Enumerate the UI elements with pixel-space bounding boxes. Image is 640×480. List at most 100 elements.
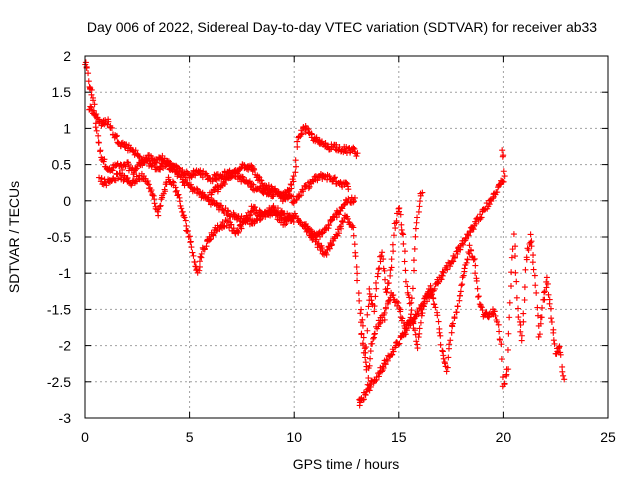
data-point	[449, 320, 456, 327]
data-point	[510, 231, 517, 238]
data-point	[464, 256, 471, 263]
data-point	[397, 334, 404, 341]
x-axis-label: GPS time / hours	[293, 456, 400, 472]
data-point	[512, 269, 519, 276]
data-point	[288, 181, 295, 188]
y-tick-label: -0.5	[47, 229, 71, 245]
data-point	[454, 303, 461, 310]
grid-lines	[85, 56, 608, 418]
data-point	[448, 329, 455, 336]
data-point	[301, 222, 308, 229]
data-point	[461, 265, 468, 272]
data-point	[520, 310, 527, 317]
data-point	[539, 304, 546, 311]
data-point	[333, 141, 340, 148]
data-point	[402, 278, 409, 285]
data-point	[305, 226, 312, 233]
data-point	[381, 360, 388, 367]
data-point	[384, 285, 391, 292]
data-point	[218, 202, 225, 209]
data-point	[358, 331, 365, 338]
data-point	[517, 321, 524, 328]
data-point	[522, 266, 529, 273]
data-point	[292, 169, 299, 176]
data-point	[238, 173, 245, 180]
y-axis-label: SDTVAR / TECUs	[6, 181, 22, 293]
data-point	[375, 370, 382, 377]
data-point	[474, 214, 481, 221]
data-point	[95, 139, 102, 146]
x-tick-label: 10	[286, 429, 302, 445]
data-point	[353, 153, 360, 160]
data-point	[228, 174, 235, 181]
data-point	[397, 306, 404, 313]
data-point	[144, 178, 151, 185]
data-point	[414, 308, 421, 315]
data-point	[437, 341, 444, 348]
data-point	[230, 225, 237, 232]
data-point	[466, 228, 473, 235]
data-point	[355, 290, 362, 297]
data-point	[533, 289, 540, 296]
data-point	[250, 181, 257, 188]
data-point	[473, 215, 480, 222]
data-point	[130, 171, 137, 178]
data-point	[303, 223, 310, 230]
data-point	[251, 166, 258, 173]
data-point	[366, 290, 373, 297]
data-point	[169, 178, 176, 185]
data-point	[252, 204, 259, 211]
data-point	[258, 177, 265, 184]
data-point	[389, 241, 396, 248]
y-tick-label: -2	[59, 338, 72, 354]
data-point	[532, 282, 539, 289]
data-point	[385, 352, 392, 359]
data-point	[87, 103, 94, 110]
data-point	[460, 272, 467, 279]
data-point	[501, 381, 508, 388]
data-point	[371, 331, 378, 338]
data-point	[416, 304, 423, 311]
data-point	[463, 259, 470, 266]
data-point	[176, 171, 183, 178]
data-point	[365, 303, 372, 310]
data-point	[164, 160, 171, 167]
data-point	[515, 314, 522, 321]
data-point	[185, 233, 192, 240]
data-point	[362, 349, 369, 356]
data-point	[98, 175, 105, 182]
y-tick-label: -1.5	[47, 301, 71, 317]
data-point	[388, 256, 395, 263]
data-point	[359, 316, 366, 323]
data-point	[155, 206, 162, 213]
data-point	[497, 336, 504, 343]
data-point	[412, 225, 419, 232]
data-point	[173, 187, 180, 194]
series-outliers	[356, 147, 508, 409]
data-point	[90, 97, 97, 104]
data-point	[82, 59, 89, 66]
data-point	[162, 188, 169, 195]
data-point	[156, 203, 163, 210]
data-point	[413, 338, 420, 345]
data-point	[336, 211, 343, 218]
data-point	[456, 292, 463, 299]
data-point	[472, 270, 479, 277]
data-point	[187, 238, 194, 245]
data-point	[495, 182, 502, 189]
data-point	[377, 253, 384, 260]
data-point	[521, 284, 528, 291]
data-point	[541, 288, 548, 295]
data-point	[113, 133, 120, 140]
data-point	[416, 325, 423, 332]
data-point	[234, 216, 241, 223]
data-point	[350, 224, 357, 231]
data-point	[383, 289, 390, 296]
data-point	[432, 281, 439, 288]
data-point	[430, 295, 437, 302]
data-point	[405, 291, 412, 298]
data-point	[197, 253, 204, 260]
data-point	[350, 198, 357, 205]
data-point	[559, 368, 566, 375]
data-point	[354, 150, 361, 157]
